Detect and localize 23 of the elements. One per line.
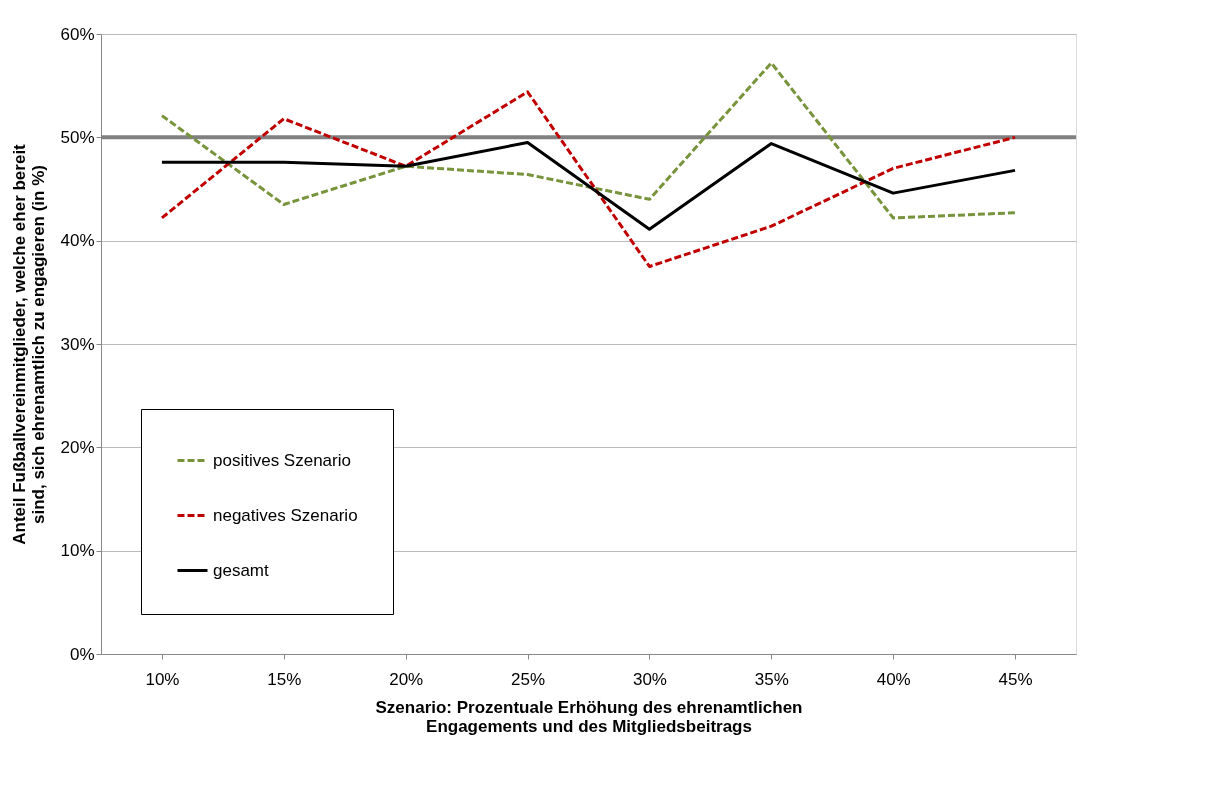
x-tick-label: 15% [267, 669, 302, 689]
x-tick-label: 30% [632, 669, 667, 689]
x-tick-label: 35% [754, 669, 789, 689]
line-series [160, 61, 1017, 220]
line-series [160, 141, 1017, 231]
y-tick-label: 0% [69, 644, 95, 664]
x-tick-label: 25% [511, 669, 546, 689]
line-series [160, 90, 1017, 268]
x-tick-label: 10% [145, 669, 180, 689]
x-tick-label: 40% [876, 669, 911, 689]
y-tick-label: 50% [60, 127, 95, 147]
x-tick-label: 45% [998, 669, 1033, 689]
legend-label: gesamt [213, 560, 270, 580]
y-tick-label: 20% [60, 437, 95, 457]
y-tick-label: 10% [60, 541, 95, 561]
x-axis-title: Szenario: Prozentuale Erhöhung des ehrenamtlichen Engagements und des Mitgliedsbeitrags [375, 697, 803, 736]
y-tick-label: 60% [60, 24, 95, 44]
y-tick-label: 30% [60, 334, 95, 354]
legend-label: positives Szenario [213, 450, 351, 470]
x-tick-label: 20% [389, 669, 424, 689]
y-axis-title: Anteil Fußballvereinmitglieder, welche eher bereit sind, sich ehrenamtlich zu engagieren (in %) [10, 143, 49, 545]
y-tick-label: 40% [60, 231, 95, 251]
legend-label: negatives Szenario [213, 505, 358, 525]
